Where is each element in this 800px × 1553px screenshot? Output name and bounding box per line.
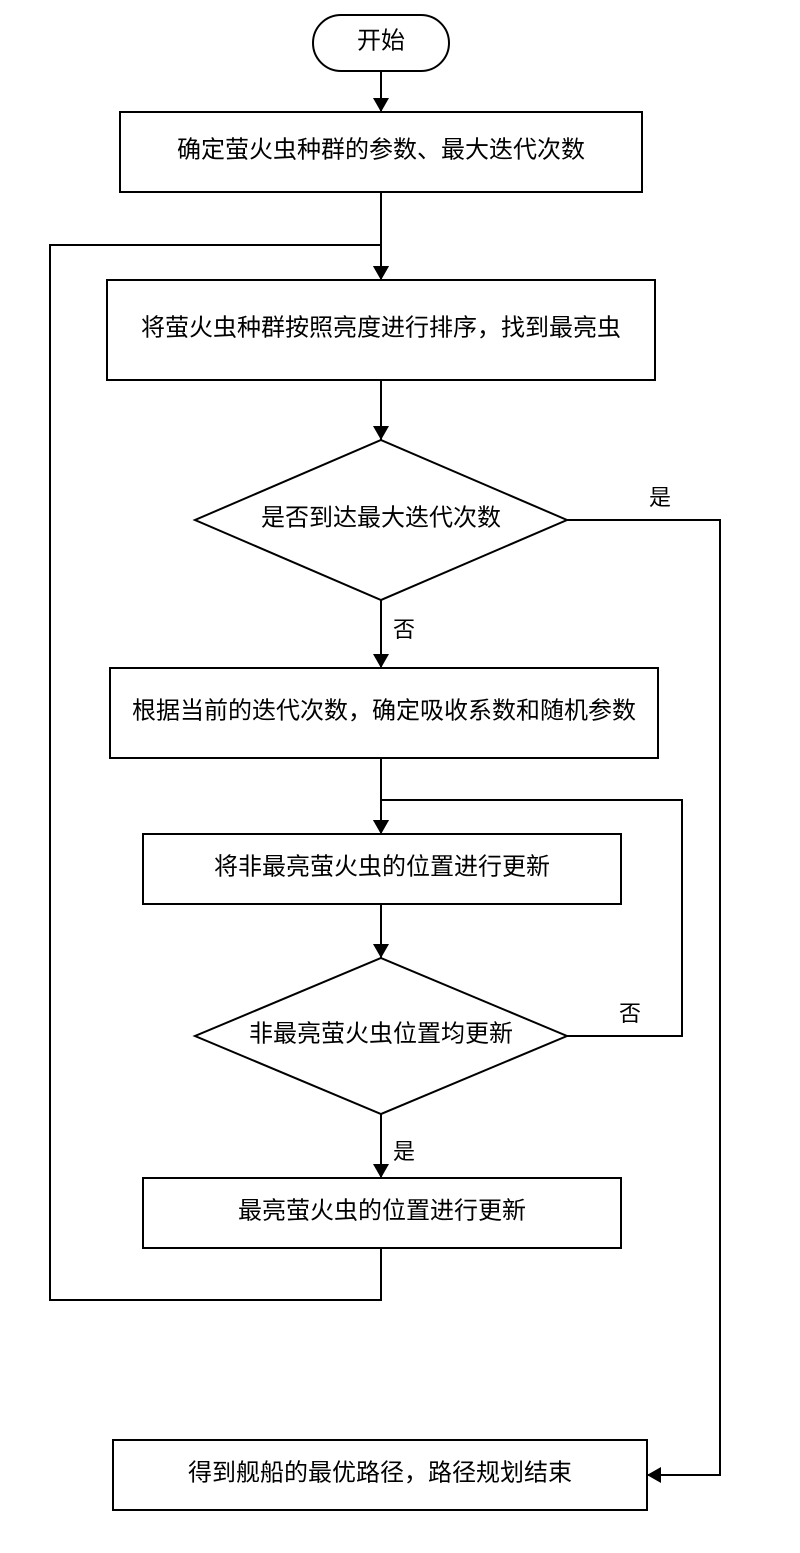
- node-label-n6: 得到舰船的最优路径，路径规划结束: [188, 1460, 572, 1487]
- edge-label-e_d1_yes_n6: 是: [649, 485, 671, 510]
- edge-e_d1_yes_n6: [567, 520, 720, 1475]
- node-label-n3: 根据当前的迭代次数，确定吸收系数和随机参数: [132, 698, 636, 725]
- node-label-n5: 最亮萤火虫的位置进行更新: [238, 1198, 526, 1225]
- edge-label-e_d2_no_n4: 否: [619, 1001, 641, 1026]
- node-label-n2: 将萤火虫种群按照亮度进行排序，找到最亮虫: [141, 315, 621, 342]
- node-label-n1: 确定萤火虫种群的参数、最大迭代次数: [177, 137, 585, 164]
- node-label-d1: 是否到达最大迭代次数: [261, 505, 501, 532]
- edge-label-e_d1_no_n3: 否: [393, 617, 415, 642]
- node-label-n4: 将非最亮萤火虫的位置进行更新: [214, 854, 550, 881]
- edge-e_n5_loop: [50, 245, 381, 1300]
- edge-label-e_d2_yes_n5: 是: [393, 1139, 415, 1164]
- node-label-start: 开始: [357, 28, 405, 55]
- node-label-d2: 非最亮萤火虫位置均更新: [249, 1021, 513, 1048]
